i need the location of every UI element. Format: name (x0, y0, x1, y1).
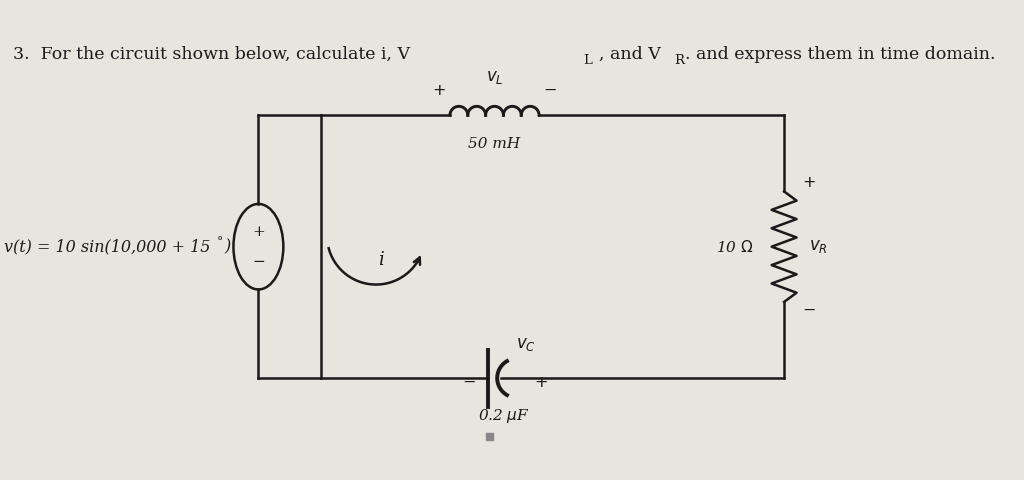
Text: +: + (432, 83, 446, 98)
Text: $v_R$: $v_R$ (809, 238, 827, 255)
Text: ): ) (224, 238, 230, 255)
Text: i: i (378, 252, 383, 269)
Text: $v_L$: $v_L$ (485, 69, 504, 86)
Text: +: + (535, 375, 548, 390)
Bar (485, 433, 493, 441)
Text: 3.  For the circuit shown below, calculate i, V: 3. For the circuit shown below, calculat… (13, 46, 411, 63)
Text: $v_C$: $v_C$ (516, 336, 536, 353)
Text: R: R (675, 54, 684, 67)
Text: −: − (462, 375, 475, 390)
Text: L: L (584, 54, 593, 67)
Text: 10 $\Omega$: 10 $\Omega$ (717, 239, 754, 255)
Text: −: − (252, 255, 265, 269)
Text: 50 mH: 50 mH (468, 137, 520, 151)
Text: −: − (543, 83, 556, 98)
Text: +: + (802, 175, 816, 190)
Text: v(t) = 10 sin(10,000 + 15: v(t) = 10 sin(10,000 + 15 (4, 238, 211, 255)
Text: 0.2 $\mu$F: 0.2 $\mu$F (478, 407, 529, 424)
Text: , and V: , and V (599, 46, 660, 63)
Text: +: + (252, 225, 265, 239)
Text: −: − (803, 303, 816, 318)
Text: °: ° (216, 237, 223, 250)
Text: . and express them in time domain.: . and express them in time domain. (685, 46, 995, 63)
